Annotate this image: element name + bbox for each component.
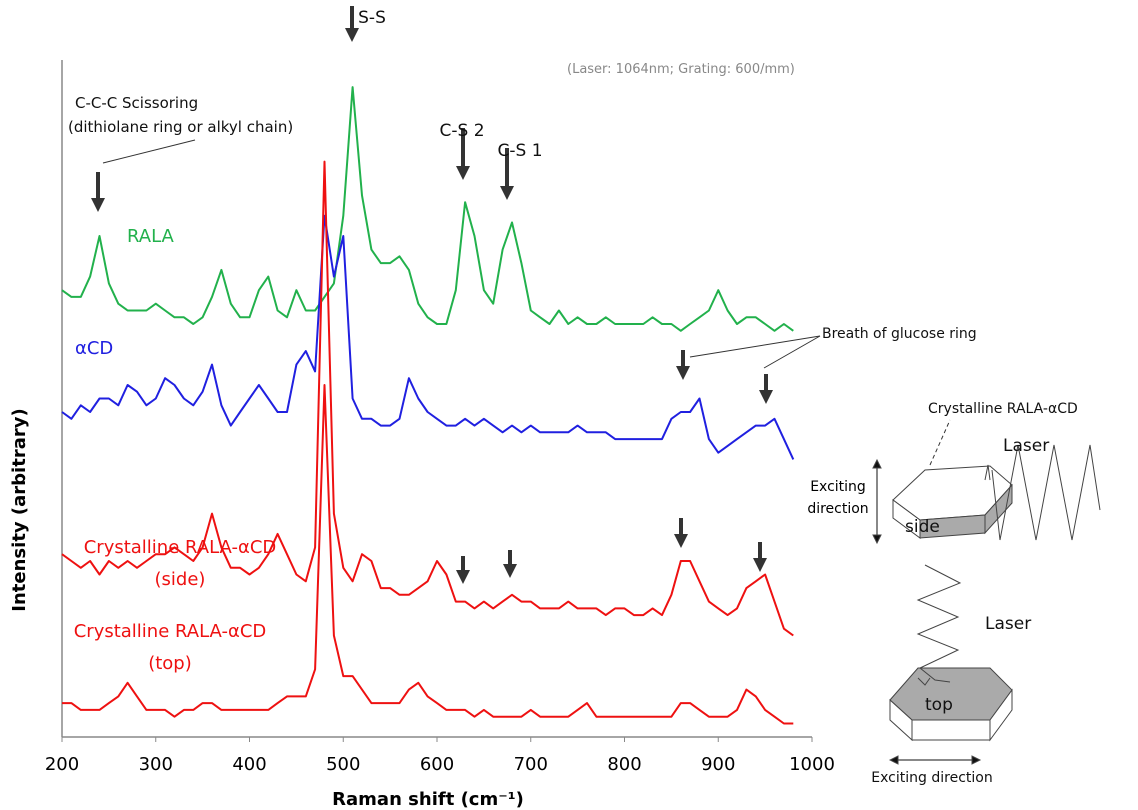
- spectrum-line: [61, 160, 794, 637]
- leader-lines: [102, 139, 951, 466]
- annotation: C-S 1: [497, 141, 543, 161]
- x-tick-label: 400: [232, 754, 266, 775]
- x-tick-label: 200: [45, 754, 79, 775]
- x-tick-label: 1000: [789, 754, 835, 775]
- annotation: C-C-C Scissoring: [75, 94, 199, 112]
- annotation: side: [905, 517, 940, 537]
- x-tick-label: 500: [326, 754, 360, 775]
- spectrum-line: [61, 86, 794, 332]
- annotation: Laser: [985, 614, 1032, 634]
- x-tick-label: 300: [139, 754, 173, 775]
- annotation: Laser: [1003, 436, 1050, 456]
- x-tick-label: 900: [701, 754, 735, 775]
- series-label: Crystalline RALA-αCD (top): [73, 621, 267, 674]
- x-tick-label: 600: [420, 754, 454, 775]
- series-label: RALA: [127, 226, 174, 247]
- annotation: top: [925, 695, 953, 715]
- arrows: [91, 6, 773, 584]
- annotation: Exciting direction: [871, 770, 993, 786]
- x-axis-label: Raman shift (cm⁻¹): [332, 789, 524, 810]
- series-label: Crystalline RALA-αCD (side): [83, 537, 277, 590]
- series-label: αCD: [75, 338, 114, 359]
- y-axis-label: Intensity (arbitrary): [9, 408, 30, 611]
- annotation: C-S 2: [439, 121, 485, 141]
- x-tick-label: 800: [607, 754, 641, 775]
- annotation: Crystalline RALA-αCD: [928, 401, 1078, 417]
- spectrum-line: [62, 384, 794, 725]
- annotation: (dithiolane ring or alkyl chain): [68, 118, 294, 136]
- annotation: Exciting direction: [807, 479, 869, 517]
- crystal-diagram: [872, 444, 1101, 765]
- x-tick-label: 700: [514, 754, 548, 775]
- spectrum-line: [61, 214, 795, 460]
- annotation: S-S: [358, 8, 386, 28]
- annotation: Breath of glucose ring: [822, 326, 977, 342]
- annotation: (Laser: 1064nm; Grating: 600/mm): [567, 62, 795, 77]
